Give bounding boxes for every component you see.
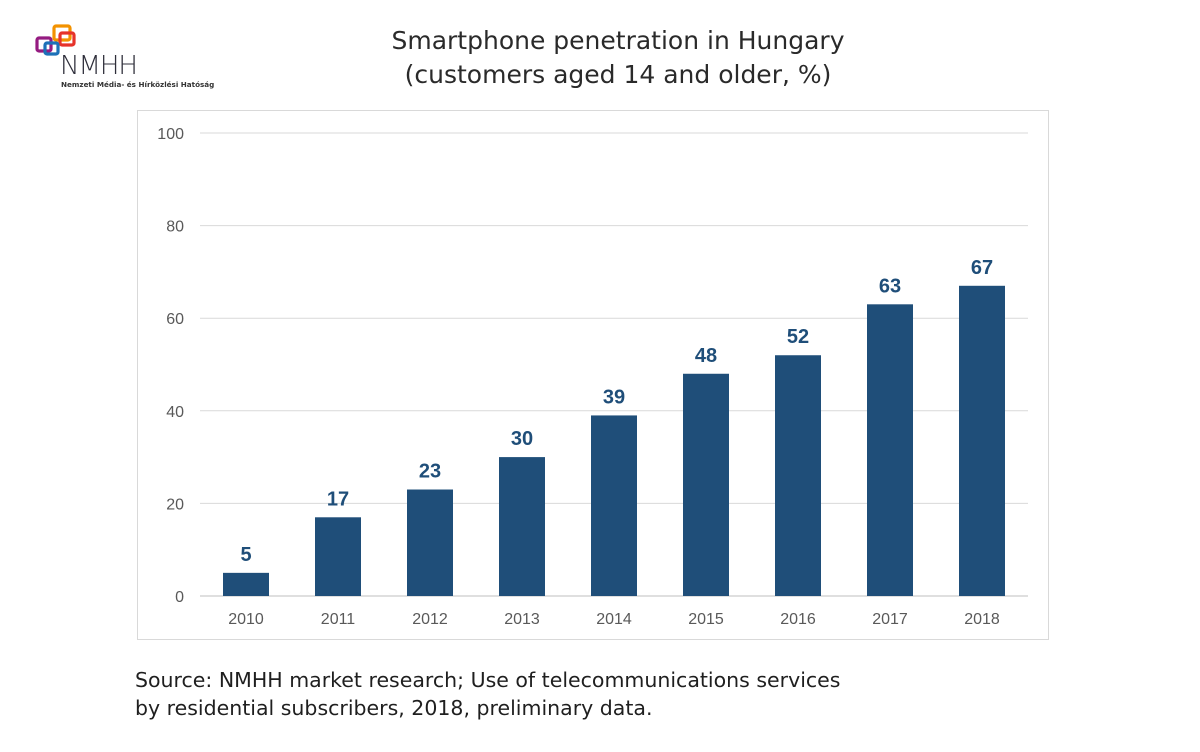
chart-panel: 0 20 40 60 80 100 5 2010 17 2011 23 2012 30 2013 39 201…	[137, 110, 1049, 640]
bar	[683, 373, 729, 596]
bar	[223, 572, 269, 596]
x-tick-label: 2012	[412, 611, 448, 628]
bar	[315, 517, 361, 596]
bar	[591, 415, 637, 596]
y-tick-label: 100	[157, 126, 184, 143]
y-tick-label: 60	[166, 311, 184, 328]
bar	[867, 304, 913, 596]
x-tick-label: 2016	[780, 611, 816, 628]
x-tick-label: 2010	[228, 611, 264, 628]
data-label: 30	[511, 428, 533, 450]
data-label: 5	[240, 544, 251, 566]
logo-subtitle: Nemzeti Média- és Hírközlési Hatóság	[61, 80, 215, 89]
bar	[499, 457, 545, 596]
logo-wordmark: NMHH	[60, 51, 138, 81]
data-label: 67	[971, 257, 993, 279]
x-tick-label: 2018	[964, 611, 1000, 628]
y-tick-label: 40	[166, 404, 184, 421]
chart-title-line-1: Smartphone penetration in Hungary	[391, 26, 845, 55]
data-label: 39	[603, 386, 625, 408]
data-label: 48	[695, 345, 717, 367]
x-tick-label: 2013	[504, 611, 540, 628]
x-tick-label: 2011	[321, 611, 356, 628]
x-tick-label: 2017	[872, 611, 908, 628]
data-label: 23	[419, 461, 441, 483]
data-label: 52	[787, 326, 809, 348]
y-tick-label: 80	[166, 219, 184, 236]
bar	[959, 285, 1005, 596]
y-tick-label: 20	[166, 496, 184, 513]
data-label: 17	[327, 488, 349, 510]
source-note-line-1: Source: NMHH market research; Use of tel…	[135, 668, 841, 692]
logo-squares-icon	[35, 24, 76, 56]
x-tick-label: 2014	[596, 611, 632, 628]
data-label: 63	[879, 275, 901, 297]
bar-chart: 0 20 40 60 80 100 5 2010 17 2011 23 2012 30 2013 39 201…	[157, 126, 1028, 628]
y-tick-label: 0	[175, 589, 184, 606]
nmhh-logo: NMHH Nemzeti Média- és Hírközlési Hatósá…	[34, 24, 214, 90]
x-tick-label: 2015	[688, 611, 724, 628]
bar	[775, 355, 821, 596]
source-note-line-2: by residential subscribers, 2018, prelim…	[135, 696, 653, 720]
chart-title-line-2: (customers aged 14 and older, %)	[404, 60, 832, 89]
bar	[407, 489, 453, 596]
